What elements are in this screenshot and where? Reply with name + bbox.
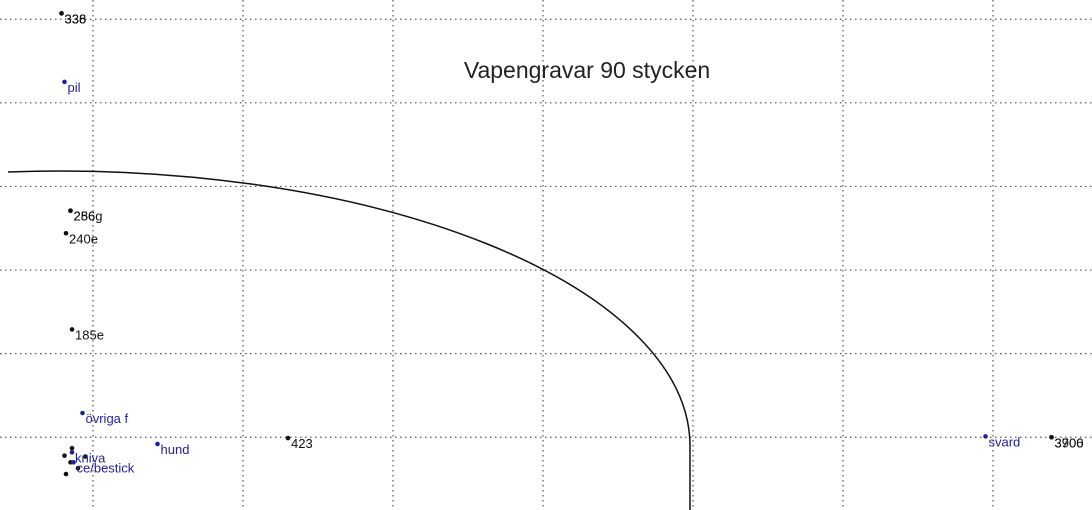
point-label: 3906 [1055,435,1084,450]
point [83,454,88,459]
point [62,453,67,458]
point-label: 185e [75,327,104,342]
point-label: 423 [291,436,313,451]
point [59,11,64,16]
point-label: 256 [74,209,96,224]
point [80,410,85,416]
point [75,465,81,471]
point-label: 3700 [1055,435,1084,450]
ellipse [7,170,691,510]
point-label: övriga f [86,411,129,426]
point [69,445,75,451]
point [63,230,69,236]
point [285,435,291,441]
point-label: kniva [75,450,106,465]
point-label: svard [989,434,1021,449]
point-label: 336 [65,11,87,26]
point-label: hund [161,442,190,457]
chart-title: Vapengravar 90 stycken [464,57,710,83]
point-label: ce/bestick [77,460,135,475]
point-label: 286g [74,209,103,224]
point [71,460,76,465]
point [62,79,67,85]
point [68,208,73,213]
point-label: 338 [65,11,87,26]
point [1049,434,1054,440]
point [155,441,160,447]
point [63,471,69,477]
point [69,327,75,332]
point-label: pil [68,80,81,95]
point [983,434,988,439]
point [69,450,75,455]
point-label: 240e [69,231,98,246]
